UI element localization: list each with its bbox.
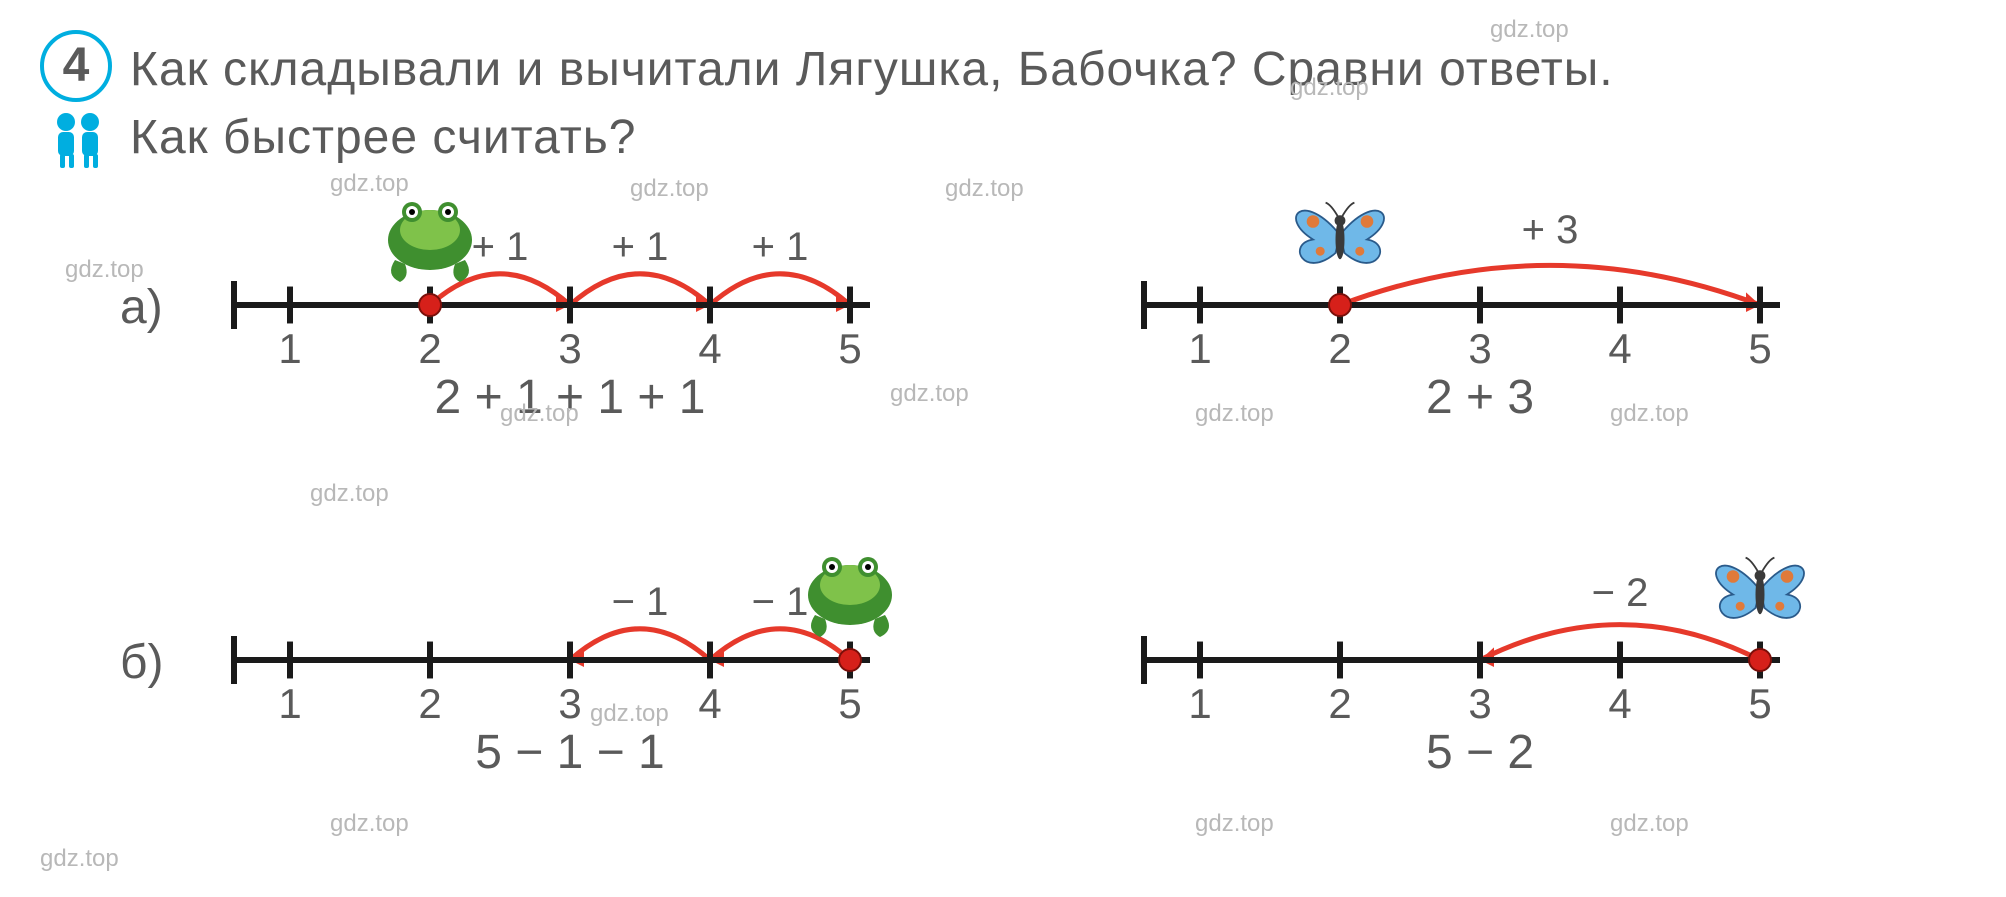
- tick-label: 5: [1748, 325, 1771, 373]
- arc-label: − 1: [612, 580, 669, 625]
- watermark: gdz.top: [1195, 810, 1274, 838]
- start-dot: [1749, 649, 1771, 671]
- arc-label: − 2: [1592, 571, 1649, 616]
- butterfly-icon: [1296, 203, 1384, 263]
- tick-label: 4: [1608, 680, 1631, 728]
- arc-label: − 1: [752, 580, 809, 625]
- arc-label: + 1: [752, 225, 809, 270]
- arc-label: + 1: [612, 225, 669, 270]
- watermark: gdz.top: [40, 845, 119, 873]
- tick-label: 4: [698, 325, 721, 373]
- watermark: gdz.top: [310, 480, 389, 508]
- tick-label: 2: [1328, 325, 1351, 373]
- expression: 2 + 3: [1426, 370, 1534, 425]
- watermark: gdz.top: [1290, 74, 1369, 102]
- page-root: 4 Как складывали и вычитали Лягушка, Баб…: [0, 0, 2006, 897]
- watermark: gdz.top: [330, 810, 409, 838]
- tick-label: 2: [1328, 680, 1351, 728]
- tick-label: 1: [1188, 325, 1211, 373]
- expression: 5 − 1 − 1: [475, 725, 665, 780]
- tick-label: 5: [838, 680, 861, 728]
- arc: [570, 274, 710, 305]
- pair-people-icon: [48, 110, 108, 170]
- watermark: gdz.top: [330, 170, 409, 198]
- watermark: gdz.top: [630, 175, 709, 203]
- tick-label: 1: [1188, 680, 1211, 728]
- tick-label: 3: [1468, 325, 1491, 373]
- watermark: gdz.top: [1195, 400, 1274, 428]
- tick-label: 4: [1608, 325, 1631, 373]
- tick-label: 4: [698, 680, 721, 728]
- tick-label: 3: [558, 325, 581, 373]
- problem-line1: Как складывали и вычитали Лягушка, Бабоч…: [130, 43, 1614, 96]
- frog-icon: [808, 557, 892, 637]
- frog-icon: [388, 202, 472, 282]
- number-line-a_right: + 3 123452 + 3: [1140, 225, 1900, 505]
- arc: [1340, 265, 1760, 305]
- arc-label: + 1: [472, 225, 529, 270]
- watermark: gdz.top: [1490, 16, 1569, 44]
- watermark: gdz.top: [500, 400, 579, 428]
- start-dot: [1329, 294, 1351, 316]
- tick-label: 2: [418, 325, 441, 373]
- arc: [570, 629, 710, 660]
- tick-label: 2: [418, 680, 441, 728]
- arc: [710, 629, 850, 660]
- watermark: gdz.top: [1610, 810, 1689, 838]
- row-b-label: б): [120, 635, 163, 690]
- tick-label: 5: [838, 325, 861, 373]
- arc: [430, 274, 570, 305]
- butterfly-icon: [1716, 558, 1804, 618]
- start-dot: [839, 649, 861, 671]
- tick-label: 5: [1748, 680, 1771, 728]
- watermark: gdz.top: [1610, 400, 1689, 428]
- row-a-label: а): [120, 280, 163, 335]
- start-dot: [419, 294, 441, 316]
- tick-label: 3: [558, 680, 581, 728]
- tick-label: 3: [1468, 680, 1491, 728]
- watermark: gdz.top: [65, 256, 144, 284]
- watermark: gdz.top: [890, 380, 969, 408]
- problem-text: Как складывали и вычитали Лягушка, Бабоч…: [130, 36, 1614, 172]
- problem-number-circle: 4: [40, 30, 112, 102]
- number-line-a_left: + 1+ 1+ 1 123452 + 1 + 1 + 1: [230, 225, 990, 505]
- arc-label: + 3: [1522, 208, 1579, 253]
- arc: [710, 274, 850, 305]
- watermark: gdz.top: [590, 700, 669, 728]
- tick-label: 1: [278, 325, 301, 373]
- tick-label: 1: [278, 680, 301, 728]
- problem-line2: Как быстрее считать?: [130, 111, 636, 164]
- watermark: gdz.top: [945, 175, 1024, 203]
- expression: 5 − 2: [1426, 725, 1534, 780]
